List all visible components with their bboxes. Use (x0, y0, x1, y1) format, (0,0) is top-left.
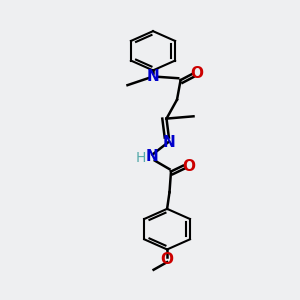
Text: O: O (160, 252, 174, 267)
Text: O: O (182, 159, 195, 174)
Text: H: H (136, 151, 146, 165)
Text: N: N (146, 149, 158, 164)
Text: N: N (147, 69, 159, 84)
Text: N: N (163, 135, 176, 150)
Text: O: O (190, 66, 204, 81)
